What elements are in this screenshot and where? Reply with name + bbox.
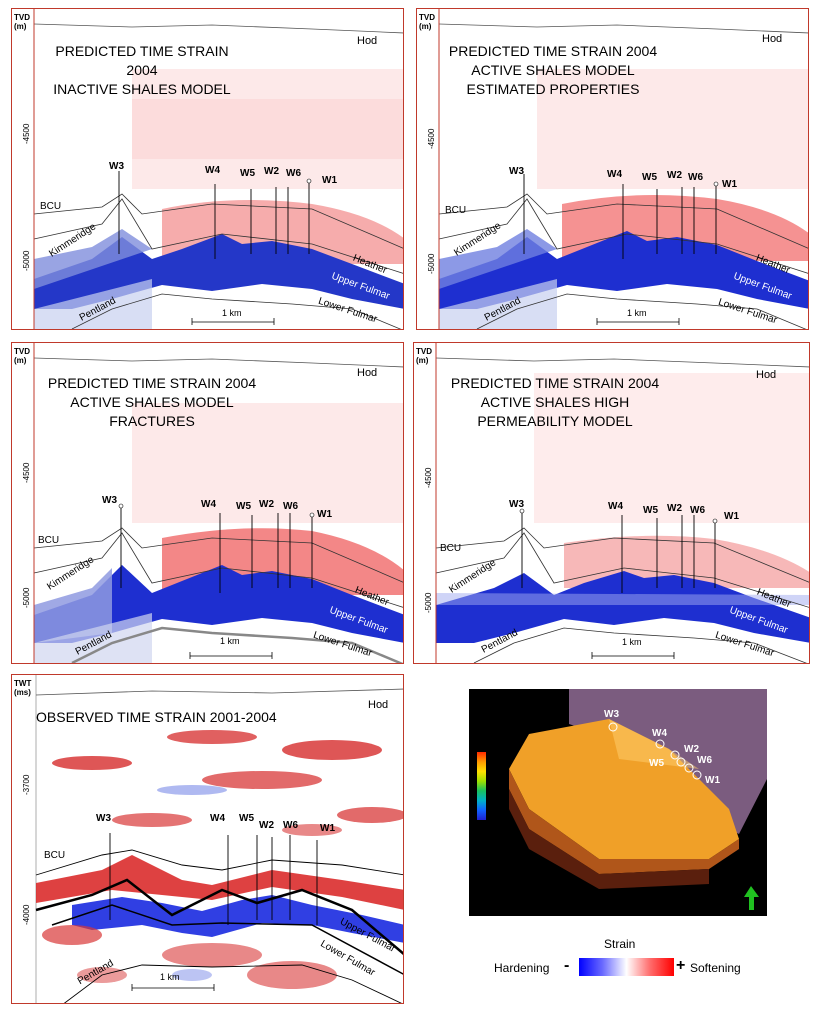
legend-left-label: Hardening	[494, 961, 550, 975]
scale-label: 1 km	[222, 308, 242, 318]
tick-label: -4500	[427, 128, 436, 149]
horizon-label: BCU	[445, 205, 467, 216]
horizon-label: BCU	[440, 543, 462, 554]
well-label: W3	[102, 495, 117, 506]
axis-label: TVD (m)	[419, 13, 435, 31]
well-label: W3	[109, 161, 124, 172]
panel-title: PREDICTED TIME STRAIN 2004 ACTIVE SHALES…	[450, 375, 660, 429]
scale-label: 1 km	[622, 637, 642, 647]
well-label: W4	[607, 169, 622, 180]
legend-right-label: Softening	[690, 961, 741, 975]
well-label: W6	[283, 501, 298, 512]
panel-title: PREDICTED TIME STRAIN 2004 ACTIVE SHALES…	[448, 43, 658, 97]
well-label: W6	[697, 755, 712, 766]
section-plot	[33, 343, 403, 663]
legend-title: Strain	[604, 937, 636, 951]
panel-3d-view: W3 W4 W5 W2 W6 W1	[469, 689, 767, 916]
well-label: W2	[667, 170, 682, 181]
tick-label: -4000	[22, 904, 31, 925]
tick-label: -4500	[424, 467, 433, 488]
well-label: W4	[210, 813, 225, 824]
tick-label: -5000	[424, 592, 433, 613]
section-plot	[35, 675, 403, 1003]
well-label: W5	[642, 172, 657, 183]
well-label: W5	[643, 505, 658, 516]
legend-colorbar	[579, 958, 674, 976]
well-label: W2	[259, 499, 274, 510]
well-label: W2	[259, 820, 274, 831]
hod-label: Hod	[357, 35, 378, 47]
horizon-label: BCU	[40, 201, 62, 212]
panel-active-shales-high-perm: TVD (m) -4500 -5000 PREDICTED TIME STRAI…	[413, 342, 810, 664]
well-label: W1	[322, 175, 337, 186]
well-label: W3	[509, 166, 524, 177]
scale-label: 1 km	[627, 308, 647, 318]
section-plot	[438, 9, 808, 329]
axis-label: TVD (m)	[14, 13, 30, 31]
panel-active-shales-estimated: TVD (m) -4500 -5000 PREDICTED TIME STRAI…	[416, 8, 809, 330]
well-label: W1	[317, 509, 332, 520]
well-label: W6	[688, 172, 703, 183]
legend-minus: -	[564, 957, 570, 974]
well-label: W4	[205, 165, 220, 176]
well-label: W4	[608, 501, 623, 512]
colorbar	[477, 752, 486, 820]
well-label: W1	[724, 511, 739, 522]
panel-title: PREDICTED TIME STRAIN 2004 INACTIVE SHAL…	[53, 43, 231, 97]
axis-label: TVD (m)	[416, 347, 432, 365]
well-label: W6	[690, 505, 705, 516]
panel-title: PREDICTED TIME STRAIN 2004 ACTIVE SHALES…	[47, 375, 257, 429]
panel-observed-strain: TWT (ms) -3700 -4000 OBSERVED TIME STRAI…	[11, 674, 404, 1004]
well-label: W1	[722, 179, 737, 190]
well-label: W2	[667, 503, 682, 514]
horizon-label: BCU	[38, 535, 60, 546]
tick-label: -4500	[22, 462, 31, 483]
well-label: W4	[652, 728, 667, 739]
well-label: W5	[236, 501, 251, 512]
tick-label: -5000	[22, 587, 31, 608]
section-plot	[33, 9, 403, 329]
well-label: W5	[649, 758, 664, 769]
section-plot	[435, 343, 809, 663]
panel-title: OBSERVED TIME STRAIN 2001-2004	[36, 709, 277, 725]
tick-label: -5000	[427, 253, 436, 274]
scale-label: 1 km	[160, 972, 180, 982]
tick-label: -5000	[22, 250, 31, 271]
horizon-label: BCU	[44, 850, 66, 861]
well-label: W6	[283, 820, 298, 831]
well-label: W6	[286, 168, 301, 179]
tick-label: -3700	[22, 774, 31, 795]
hod-label: Hod	[357, 367, 378, 379]
panel-inactive-shales: TVD (m) -4500 -5000 PREDICTED TIME STRAI…	[11, 8, 404, 330]
well-label: W2	[684, 744, 699, 755]
well-label: W1	[705, 775, 720, 786]
well-label: W3	[509, 499, 524, 510]
scale-label: 1 km	[220, 636, 240, 646]
well-label: W2	[264, 166, 279, 177]
tick-label: -4500	[22, 123, 31, 144]
axis-label: TWT (ms)	[14, 679, 32, 697]
well-label: W3	[604, 709, 619, 720]
hod-label: Hod	[762, 33, 783, 45]
legend-plus: +	[676, 957, 686, 974]
hod-label: Hod	[368, 699, 389, 711]
well-label: W5	[239, 813, 254, 824]
well-label: W1	[320, 823, 335, 834]
panel-active-shales-fractures: TVD (m) -4500 -5000 PREDICTED TIME STRAI…	[11, 342, 404, 664]
well-label: W4	[201, 499, 216, 510]
axis-label: TVD (m)	[14, 347, 30, 365]
3d-scene	[509, 689, 767, 910]
well-label: W5	[240, 168, 255, 179]
hod-label: Hod	[756, 369, 777, 381]
well-label: W3	[96, 813, 111, 824]
